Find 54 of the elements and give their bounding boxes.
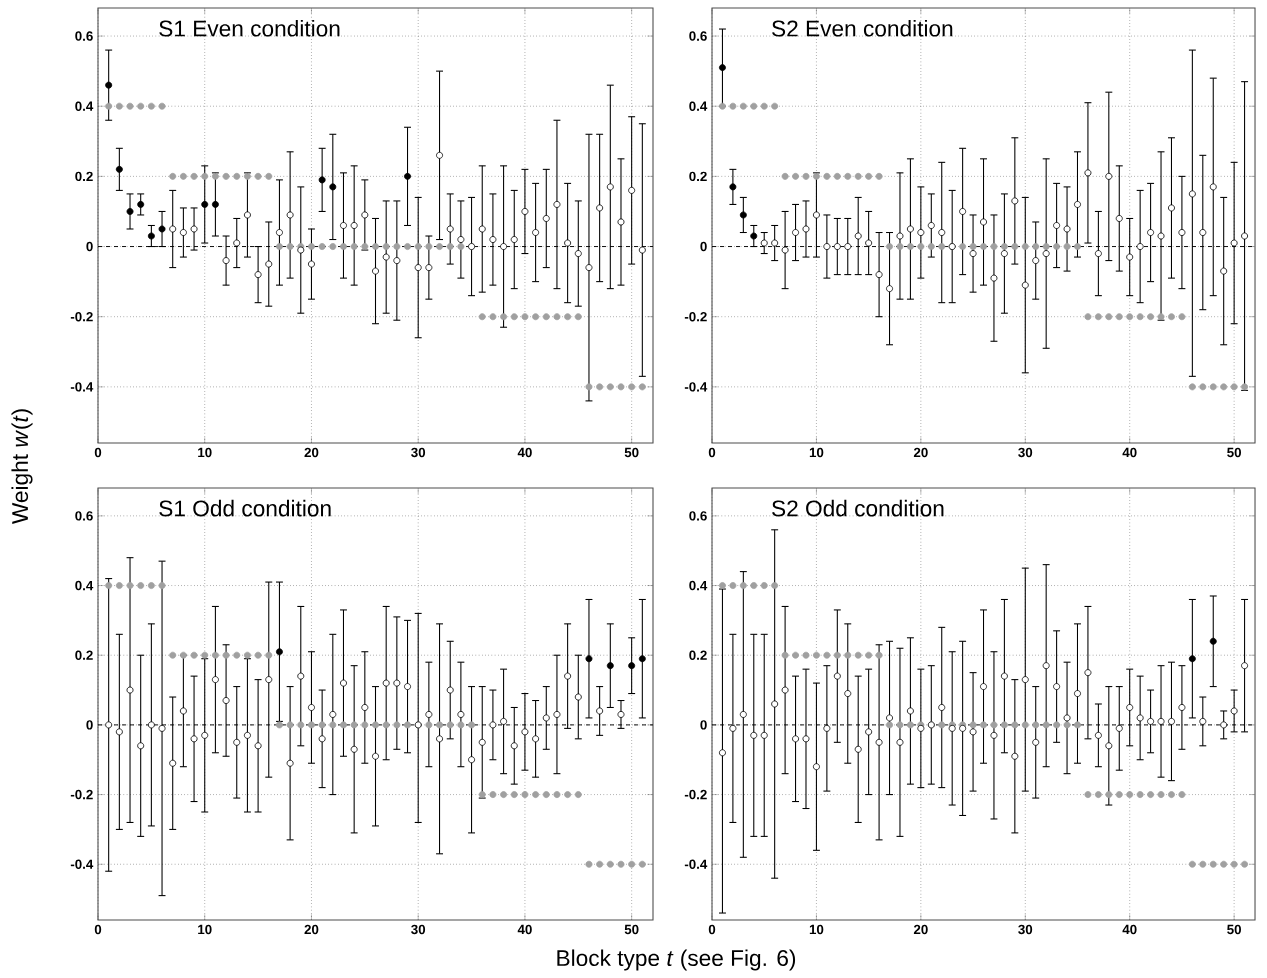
- y-tick-label: 0: [86, 720, 93, 730]
- x-tick-label: 30: [1018, 447, 1033, 458]
- x-tick-label: 0: [708, 447, 716, 458]
- x-tick-label: 0: [708, 924, 716, 935]
- y-tick-label: -0.2: [684, 311, 707, 322]
- x-tick-label: 40: [1122, 924, 1137, 935]
- y-tick-label: -0.4: [684, 859, 708, 869]
- x-tick-label: 50: [624, 447, 639, 458]
- y-tick-label: -0.2: [684, 789, 707, 800]
- y-tick-label: 0.6: [689, 31, 707, 41]
- x-tick-label: 10: [198, 924, 212, 935]
- y-tick-label: 0.2: [689, 650, 707, 660]
- x-tick-label: 0: [94, 447, 102, 458]
- x-tick-label: 20: [913, 447, 928, 458]
- x-tick-label: 30: [1018, 924, 1033, 935]
- x-axis-title: Block type t (see Fig. 6): [557, 949, 796, 971]
- x-tick-label: 50: [1227, 447, 1242, 458]
- chart-title: S2 Even condition: [772, 19, 953, 37]
- y-tick-label: -0.4: [684, 382, 708, 392]
- chart-title: S1 Odd condition: [159, 499, 331, 517]
- y-tick-label: 0.4: [689, 580, 708, 591]
- y-tick-label: 0.2: [689, 171, 707, 182]
- x-tick-label: 0: [94, 924, 102, 935]
- x-tick-label: 40: [517, 924, 532, 935]
- x-tick-label: 30: [411, 924, 426, 935]
- y-tick-label: 0.6: [75, 511, 93, 521]
- y-tick-label: 0.2: [75, 650, 93, 660]
- y-tick-label: -0.2: [70, 311, 93, 322]
- y-tick-label: 0: [700, 720, 707, 730]
- x-tick-label: 20: [913, 924, 928, 935]
- x-tick-label: 20: [304, 447, 319, 458]
- y-tick-label: 0: [700, 241, 707, 252]
- x-tick-label: 10: [809, 447, 824, 458]
- y-tick-label: 0.4: [75, 101, 94, 111]
- y-tick-label: 0.6: [689, 511, 707, 521]
- x-tick-label: 40: [517, 447, 532, 458]
- y-tick-label: 0.6: [75, 31, 93, 41]
- x-tick-label: 50: [624, 924, 639, 935]
- y-tick-label: 0: [86, 241, 93, 252]
- y-tick-label: -0.4: [70, 382, 94, 392]
- x-tick-label: 40: [1122, 447, 1137, 458]
- y-tick-label: 0.4: [689, 101, 708, 111]
- y-tick-label: 0.4: [75, 580, 94, 591]
- chart-title: S2 Odd condition: [772, 499, 944, 517]
- x-tick-label: 50: [1227, 924, 1242, 935]
- chart-title: S1 Even condition: [159, 19, 340, 37]
- y-tick-label: -0.4: [70, 859, 94, 869]
- y-tick-label: 0.2: [75, 171, 93, 182]
- x-tick-label: 20: [304, 924, 319, 935]
- x-tick-label: 10: [198, 447, 212, 458]
- x-tick-label: 30: [411, 447, 426, 458]
- y-tick-label: -0.2: [70, 789, 93, 800]
- x-tick-label: 10: [809, 924, 824, 935]
- y-axis-title: Weight w(t): [11, 409, 33, 524]
